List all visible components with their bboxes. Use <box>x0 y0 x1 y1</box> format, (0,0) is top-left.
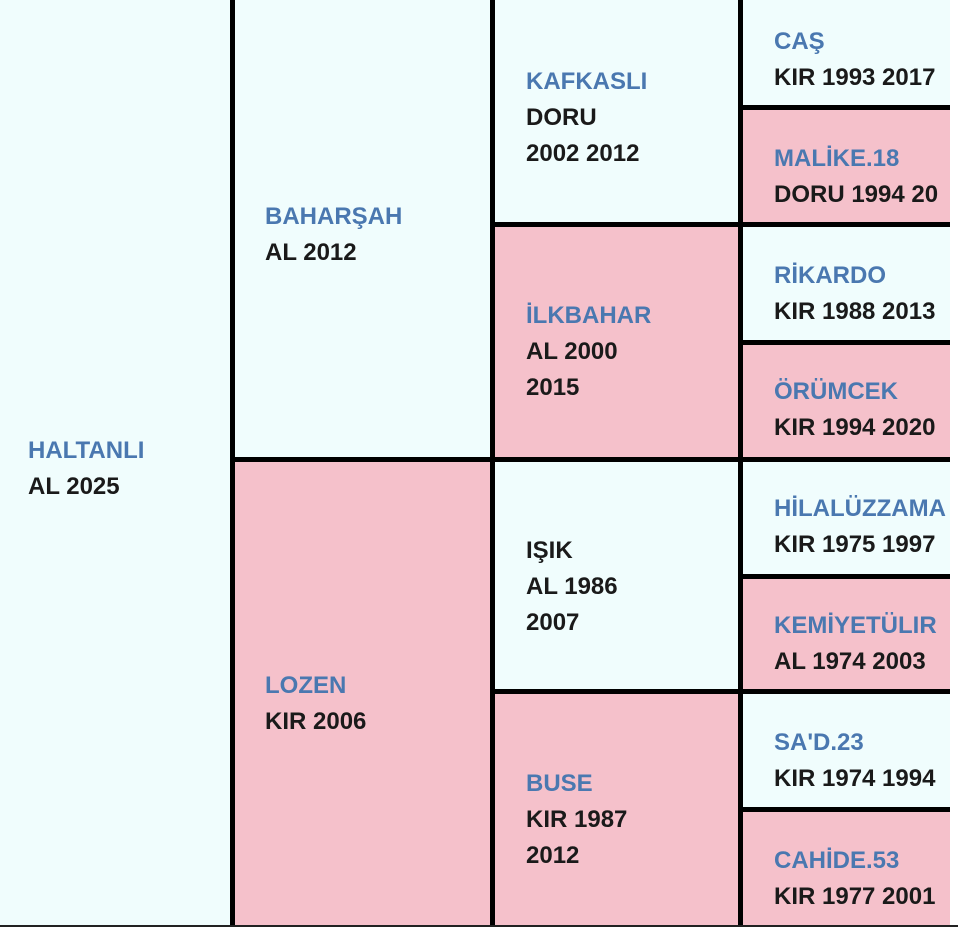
row-divider-gen3-a <box>738 105 958 110</box>
sire-sire-info-line2: 2002 2012 <box>526 140 640 167</box>
dam-sire-name: IŞIK <box>526 537 573 564</box>
gen3-cell-7: SA'D.23 KIR 1974 1994 <box>743 694 958 807</box>
gen3-cell-4: ÖRÜMCEK KIR 1994 2020 <box>743 345 958 457</box>
sire-dam-cell: İLKBAHAR AL 2000 2015 <box>495 227 738 457</box>
gen3-info-7: KIR 1974 1994 <box>774 765 936 792</box>
sire-name-link[interactable]: BAHARŞAH <box>265 203 403 230</box>
sire-sire-name-link[interactable]: KAFKASLI <box>526 68 648 95</box>
gen3-cell-6: KEMİYETÜLIR AL 1974 2003 <box>743 579 958 689</box>
table-bottom-border <box>0 925 958 927</box>
gen3-name-link-8[interactable]: CAHİDE.53 <box>774 847 900 874</box>
gen3-info-8: KIR 1977 2001 <box>774 883 936 910</box>
sire-dam-name-link[interactable]: İLKBAHAR <box>526 302 652 329</box>
row-divider-gen3-d <box>738 807 958 812</box>
gen3-info-2: DORU 1994 20 <box>774 181 939 208</box>
gen3-info-4: KIR 1994 2020 <box>774 414 936 441</box>
subject-info: AL 2025 <box>28 473 120 500</box>
gen3-name-link-2[interactable]: MALİKE.18 <box>774 145 900 172</box>
right-edge-strip <box>950 0 958 925</box>
subject-cell: HALTANLI AL 2025 <box>0 0 230 925</box>
sire-info: AL 2012 <box>265 239 357 266</box>
dam-sire-cell: IŞIK AL 1986 2007 <box>495 462 738 689</box>
gen3-cell-5: HİLALÜZZAMA KIR 1975 1997 <box>743 462 958 574</box>
gen3-cell-3: RİKARDO KIR 1988 2013 <box>743 227 958 340</box>
sire-cell: BAHARŞAH AL 2012 <box>235 0 490 457</box>
subject-name-link[interactable]: HALTANLI <box>28 437 145 464</box>
gen3-cell-8: CAHİDE.53 KIR 1977 2001 <box>743 812 958 925</box>
sire-dam-info-line1: AL 2000 <box>526 338 618 365</box>
gen3-name-link-5[interactable]: HİLALÜZZAMA <box>774 495 946 522</box>
dam-dam-info-line2: 2012 <box>526 842 580 869</box>
dam-dam-name-link[interactable]: BUSE <box>526 770 593 797</box>
row-divider-gen2-a <box>490 222 958 227</box>
row-divider-gen2-b <box>490 689 958 694</box>
row-divider-gen3-b <box>738 340 958 345</box>
gen3-name-link-7[interactable]: SA'D.23 <box>774 729 864 756</box>
row-divider-gen3-c <box>738 574 958 579</box>
sire-dam-info-line2: 2015 <box>526 374 580 401</box>
dam-info: KIR 2006 <box>265 708 367 735</box>
dam-sire-info-line2: 2007 <box>526 609 580 636</box>
sire-sire-cell: KAFKASLI DORU 2002 2012 <box>495 0 738 222</box>
dam-sire-info-line1: AL 1986 <box>526 573 618 600</box>
gen3-name-link-1[interactable]: CAŞ <box>774 28 825 55</box>
gen3-cell-2: MALİKE.18 DORU 1994 20 <box>743 110 958 222</box>
dam-cell: LOZEN KIR 2006 <box>235 462 490 925</box>
column-divider-1 <box>230 0 235 925</box>
gen3-info-1: KIR 1993 2017 <box>774 64 936 91</box>
column-divider-3 <box>738 0 743 925</box>
gen3-info-5: KIR 1975 1997 <box>774 531 936 558</box>
gen3-name-link-6[interactable]: KEMİYETÜLIR <box>774 612 937 639</box>
dam-name-link[interactable]: LOZEN <box>265 672 347 699</box>
column-divider-2 <box>490 0 495 925</box>
dam-dam-info-line1: KIR 1987 <box>526 806 628 833</box>
gen3-name-link-4[interactable]: ÖRÜMCEK <box>774 378 898 405</box>
dam-dam-cell: BUSE KIR 1987 2012 <box>495 694 738 925</box>
gen3-info-3: KIR 1988 2013 <box>774 298 936 325</box>
gen3-cell-1: CAŞ KIR 1993 2017 <box>743 0 958 105</box>
row-divider-gen1 <box>230 457 958 462</box>
gen3-name-link-3[interactable]: RİKARDO <box>774 262 886 289</box>
gen3-info-6: AL 1974 2003 <box>774 648 926 675</box>
sire-sire-info-line1: DORU <box>526 104 597 131</box>
